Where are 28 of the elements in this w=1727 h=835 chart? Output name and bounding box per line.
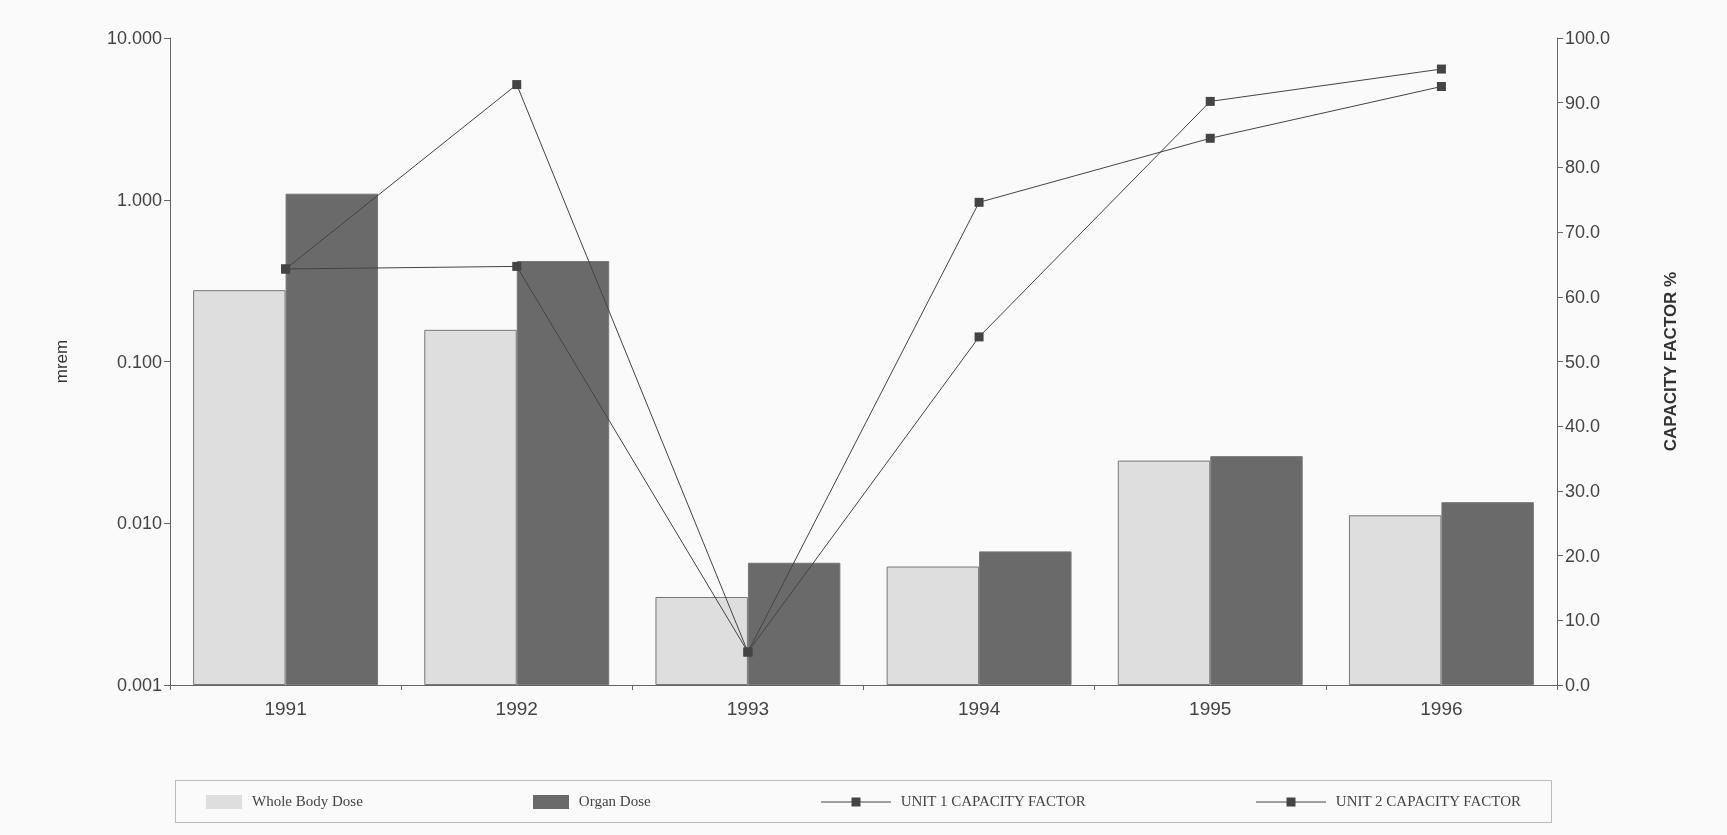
y-tick-label: 10.000 [106, 28, 162, 48]
x-tick-label: 1993 [726, 698, 770, 719]
y2-tick-label: 70.0 [1565, 222, 1601, 243]
y2-tick-label: 30.0 [1565, 480, 1601, 501]
y2-tick-label: 40.0 [1565, 416, 1601, 437]
y2-tick-label: 50.0 [1565, 351, 1601, 372]
legend-label: Organ Dose [578, 793, 651, 810]
legend-label: UNIT 1 CAPACITY FACTOR [900, 793, 1086, 810]
y-axis-title: mrem [52, 339, 71, 384]
x-tick-label: 1991 [264, 698, 307, 719]
y-tick-label: 1.000 [116, 189, 162, 210]
y2-tick-label: 0.0 [1565, 675, 1591, 695]
x-tick-label: 1994 [957, 698, 1001, 719]
y2-tick-label: 20.0 [1565, 545, 1601, 566]
legend-label: UNIT 2 CAPACITY FACTOR [1335, 793, 1521, 810]
y-tick-label: 0.010 [116, 513, 162, 534]
y-tick-label: 0.100 [116, 351, 162, 372]
legend-label: Whole Body Dose [252, 793, 363, 810]
y2-tick-label: 10.0 [1565, 610, 1601, 631]
x-tick-label: 1995 [1189, 698, 1232, 719]
y-tick-label: 0.001 [116, 675, 162, 695]
y2-axis-title: CAPACITY FACTOR % [1661, 271, 1680, 452]
x-tick-label: 1992 [495, 698, 538, 719]
y2-tick-label: 100.0 [1565, 28, 1611, 48]
y2-tick-label: 60.0 [1565, 286, 1601, 307]
y2-tick-label: 80.0 [1565, 157, 1601, 178]
y2-tick-label: 90.0 [1565, 92, 1601, 113]
x-tick-label: 1996 [1420, 698, 1463, 719]
